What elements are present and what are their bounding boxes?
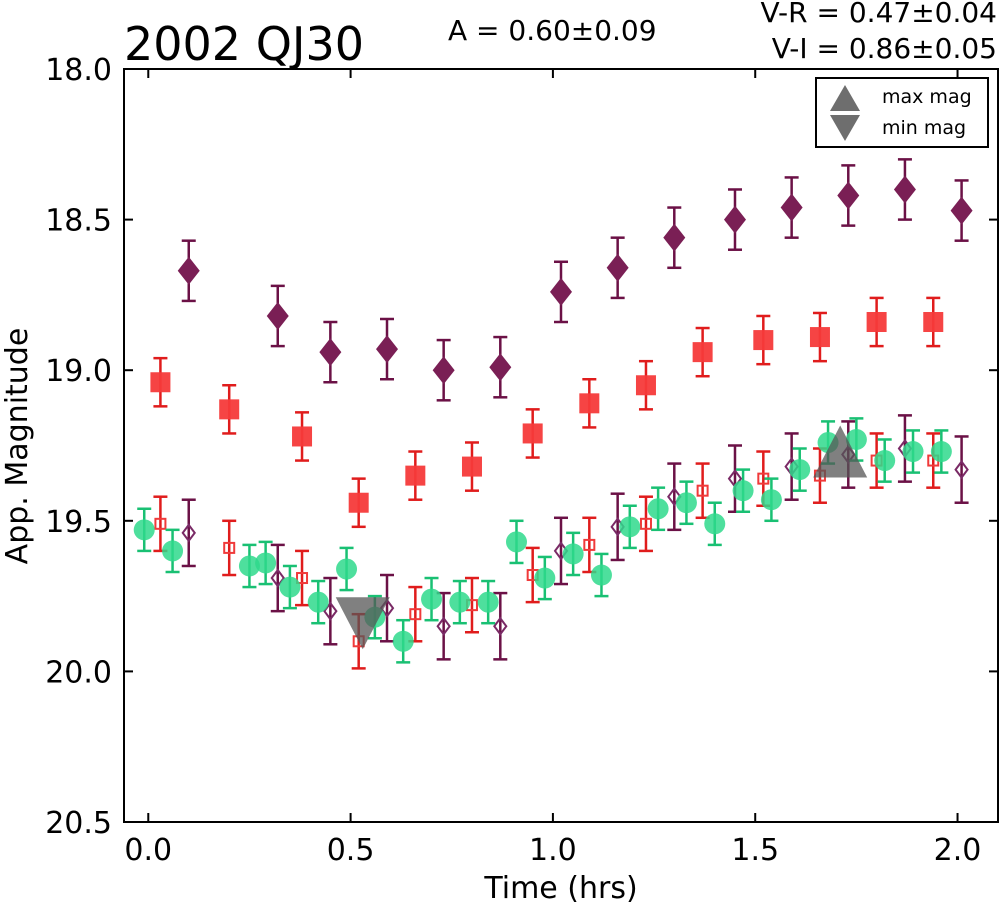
diamond-point [432,356,455,385]
square-point [292,426,313,447]
diamond-point [663,223,686,252]
circle-point [133,519,155,541]
open-square-point [223,541,236,554]
legend-max-marker [830,85,860,111]
amplitude-text: A = 0.60±0.09 [448,14,657,47]
circle-point [704,513,726,535]
open-square-point [296,572,309,585]
square-point [150,372,171,393]
square-point [348,492,369,513]
circle-point [505,531,527,553]
legend: max mag min mag [815,77,989,148]
circle-point [449,591,471,613]
open-diamond-point [667,487,682,507]
open-square-point [409,608,422,621]
square-point [923,312,944,333]
y-tick-label: 19.5 [45,505,112,540]
circle-point [874,450,896,472]
x-tick-label: 0.0 [124,833,172,868]
open-diamond-point [270,568,286,588]
square-point [579,393,600,414]
circle-point [162,540,184,562]
y-tick-label: 20.0 [45,655,112,690]
x-tick-label: 0.5 [327,833,375,868]
square-point [635,375,656,396]
open-square-point [154,517,167,530]
diamond-point [177,256,200,285]
square-point [405,465,426,486]
y-tick-label: 20.5 [45,806,112,841]
color-vr-text: V-R = 0.47±0.04 [761,0,997,29]
x-tick-label: 1.5 [731,833,779,868]
plot-frame [123,68,999,823]
diamond-point [893,175,916,204]
open-square-point [583,538,596,551]
circle-point [760,489,782,511]
plot-markers [133,158,973,670]
y-axis-label: App. Magnitude [0,328,35,565]
open-diamond-point [954,459,969,480]
open-square-point [639,517,652,530]
diamond-point [780,193,803,222]
circle-point [392,630,414,652]
legend-min-marker [830,115,860,141]
min-mag-marker [335,597,390,650]
diamond-point [266,301,289,330]
diamond-point [376,335,399,364]
diamond-point [319,338,342,367]
circle-point [336,558,358,580]
open-diamond-point [436,616,451,636]
square-point [809,327,830,348]
diamond-point [837,181,860,210]
square-point [866,312,887,333]
circle-point [421,588,443,610]
circle-point [789,459,811,481]
circle-point [534,567,556,589]
circle-point [845,428,867,450]
diamond-point [950,196,973,225]
y-tick-label: 18.5 [45,204,112,239]
x-tick-label: 1.0 [529,833,577,868]
diamond-point [550,277,572,306]
circle-point [307,591,329,613]
y-tick-label: 19.0 [45,354,112,389]
axis-ticks: 0.0 0.5 1.0 1.5 2.0 18.0 18.5 19.0 19.5 20.0 20.5 [45,53,998,868]
diamond-point [606,253,629,282]
color-vi-text: V-I = 0.86±0.05 [772,32,997,65]
x-axis-label: Time (hrs) [483,871,637,904]
circle-point [902,441,924,463]
legend-max-label: max mag [882,86,972,108]
diamond-point [723,205,746,234]
max-mag-marker [813,425,868,478]
chart-title: 2002 QJ30 [124,17,364,71]
legend-min-label: min mag [882,117,966,139]
open-square-point [696,484,709,497]
circle-point [619,516,641,538]
circle-point [647,498,669,520]
open-diamond-point [181,523,196,543]
circle-point [930,441,952,463]
diamond-point [489,353,512,382]
circle-point [279,576,301,598]
y-tick-label: 18.0 [45,53,112,88]
circle-point [732,480,754,502]
circle-point [675,492,697,514]
open-diamond-point [493,616,508,636]
x-tick-label: 2.0 [934,833,982,868]
circle-point [255,552,277,574]
circle-point [238,555,260,577]
circle-point [562,543,584,565]
square-point [219,399,240,420]
square-point [753,330,774,351]
square-point [461,456,482,477]
square-point [522,423,543,444]
square-point [692,342,713,363]
circle-point [477,591,499,613]
circle-point [590,564,612,586]
